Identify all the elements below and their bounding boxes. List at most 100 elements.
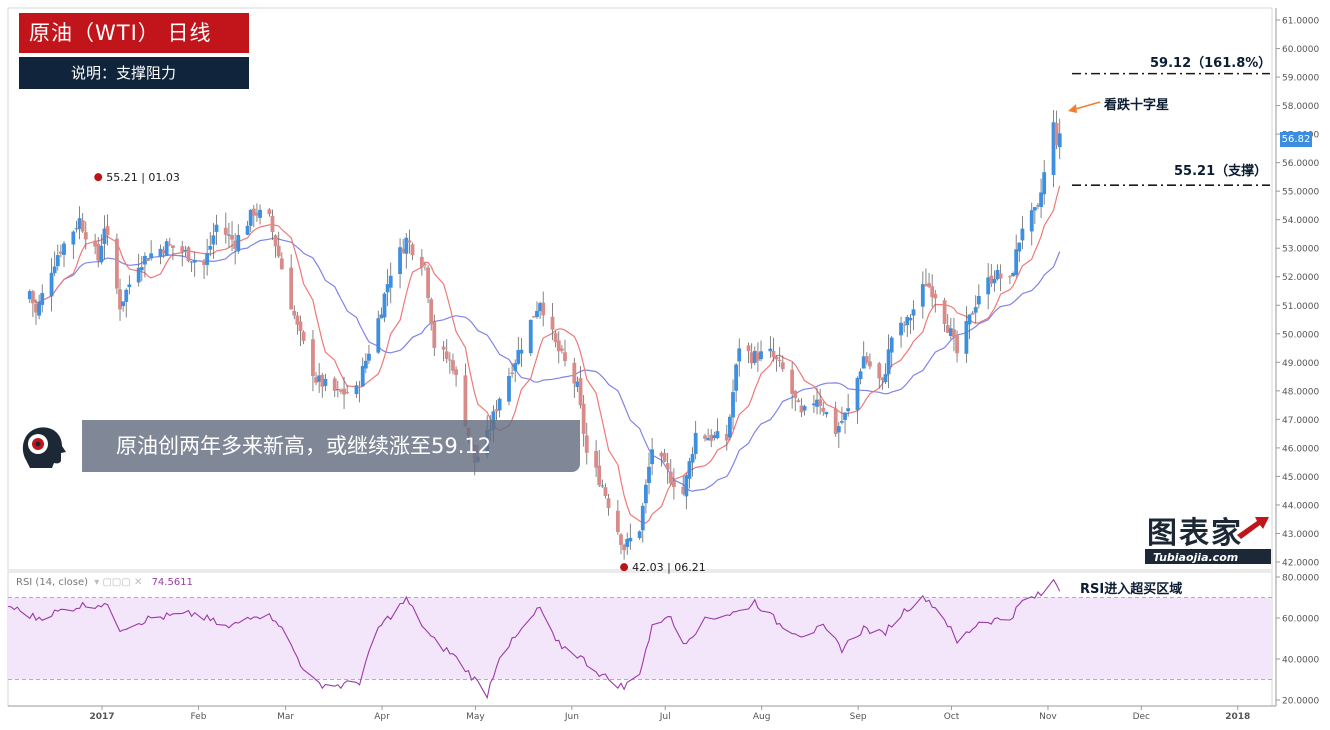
candle bbox=[615, 499, 620, 535]
candle-body bbox=[600, 485, 605, 487]
ma-fast-line bbox=[29, 185, 1061, 524]
candle-body bbox=[360, 365, 365, 387]
candle-body bbox=[105, 226, 110, 236]
candle bbox=[301, 330, 306, 345]
candle-body bbox=[868, 361, 872, 367]
candle bbox=[734, 362, 739, 403]
candle-body bbox=[759, 351, 763, 360]
candle bbox=[34, 299, 38, 325]
time-tick-label: Jul bbox=[659, 712, 671, 722]
candle-body bbox=[444, 351, 449, 360]
candle bbox=[538, 301, 542, 319]
candle bbox=[507, 367, 511, 406]
resistance-label: 59.12（161.8%） bbox=[1150, 56, 1272, 71]
candle-body bbox=[1017, 242, 1022, 252]
candle-body bbox=[401, 248, 406, 253]
candle bbox=[164, 238, 169, 256]
candle-body bbox=[746, 345, 751, 352]
candle-body bbox=[945, 325, 950, 333]
candle bbox=[279, 252, 284, 270]
candle-body bbox=[143, 255, 147, 265]
candle-body bbox=[301, 331, 306, 341]
candle-body bbox=[812, 403, 816, 406]
candle bbox=[995, 264, 1000, 281]
marker-layer: 55.21 | 01.03 42.03 | 06.21 bbox=[94, 101, 1101, 574]
moving-average-layer bbox=[29, 185, 1061, 524]
candle-body bbox=[27, 291, 32, 300]
candle bbox=[967, 314, 972, 340]
candle-body bbox=[208, 245, 213, 250]
doji-arrow-head bbox=[1068, 104, 1077, 113]
candle bbox=[276, 231, 281, 259]
candle bbox=[270, 209, 275, 240]
candle bbox=[167, 237, 172, 247]
candle-body bbox=[454, 369, 458, 376]
time-tick-label: Feb bbox=[191, 712, 207, 722]
rsi-band bbox=[8, 597, 1272, 680]
candle bbox=[531, 316, 536, 318]
candle bbox=[118, 278, 122, 321]
candle-body bbox=[619, 534, 623, 545]
candle bbox=[357, 380, 362, 403]
candle bbox=[594, 440, 599, 477]
candle bbox=[516, 336, 521, 366]
candle-body bbox=[273, 235, 278, 247]
candle bbox=[724, 424, 729, 451]
candle-body bbox=[161, 249, 166, 254]
candle bbox=[311, 330, 315, 392]
candle bbox=[930, 274, 935, 308]
candle bbox=[323, 373, 328, 392]
candle bbox=[712, 431, 717, 441]
candle bbox=[665, 452, 670, 484]
candle bbox=[933, 290, 938, 313]
time-tick-label: Mar bbox=[277, 712, 294, 722]
time-tick-label: Oct bbox=[944, 712, 960, 722]
candle bbox=[80, 213, 85, 233]
candle-body bbox=[317, 375, 322, 382]
price-tick-label: 61.0000 bbox=[1282, 17, 1319, 27]
candle bbox=[407, 229, 412, 254]
candle bbox=[955, 330, 959, 363]
time-tick-label: Jun bbox=[564, 712, 579, 722]
candle bbox=[292, 305, 297, 320]
candle-body bbox=[407, 240, 412, 243]
candle-body bbox=[908, 317, 913, 321]
candle bbox=[236, 224, 241, 255]
candle bbox=[920, 271, 925, 319]
rsi-legend-controls[interactable]: ▾ ▢▢▢ ✕ bbox=[94, 577, 143, 588]
candle-body bbox=[519, 349, 524, 354]
candle-body bbox=[563, 352, 567, 362]
candle bbox=[1036, 203, 1040, 210]
candle-body bbox=[1032, 207, 1037, 211]
candle bbox=[541, 291, 546, 327]
candle bbox=[251, 205, 256, 228]
brand-name: 图表家 bbox=[1147, 516, 1243, 551]
candle-body bbox=[292, 310, 297, 316]
candle-body bbox=[992, 278, 997, 284]
candle bbox=[510, 362, 514, 378]
candle bbox=[205, 238, 210, 276]
candle-body bbox=[139, 267, 144, 271]
candle-body bbox=[1057, 133, 1062, 148]
candle-body bbox=[802, 406, 807, 411]
price-tick-label: 59.0000 bbox=[1282, 74, 1319, 84]
candle bbox=[597, 450, 602, 488]
candle bbox=[93, 233, 98, 255]
price-pane-frame bbox=[7, 7, 1273, 571]
candle-body bbox=[774, 356, 779, 360]
rsi-legend-value: 74.5611 bbox=[151, 577, 193, 588]
candle bbox=[37, 294, 42, 320]
candle-body bbox=[749, 352, 754, 364]
candle-body bbox=[1008, 276, 1012, 278]
price-tick-label: 51.0000 bbox=[1282, 302, 1319, 312]
candle-body bbox=[149, 253, 154, 259]
candle-body bbox=[855, 377, 860, 411]
candle bbox=[233, 233, 238, 265]
candle bbox=[756, 342, 760, 372]
candle-body bbox=[295, 315, 300, 325]
candle bbox=[746, 342, 751, 364]
candle bbox=[780, 355, 785, 372]
candle bbox=[1054, 110, 1059, 150]
price-tick-label: 43.0000 bbox=[1282, 530, 1319, 540]
candle-body bbox=[796, 400, 801, 403]
